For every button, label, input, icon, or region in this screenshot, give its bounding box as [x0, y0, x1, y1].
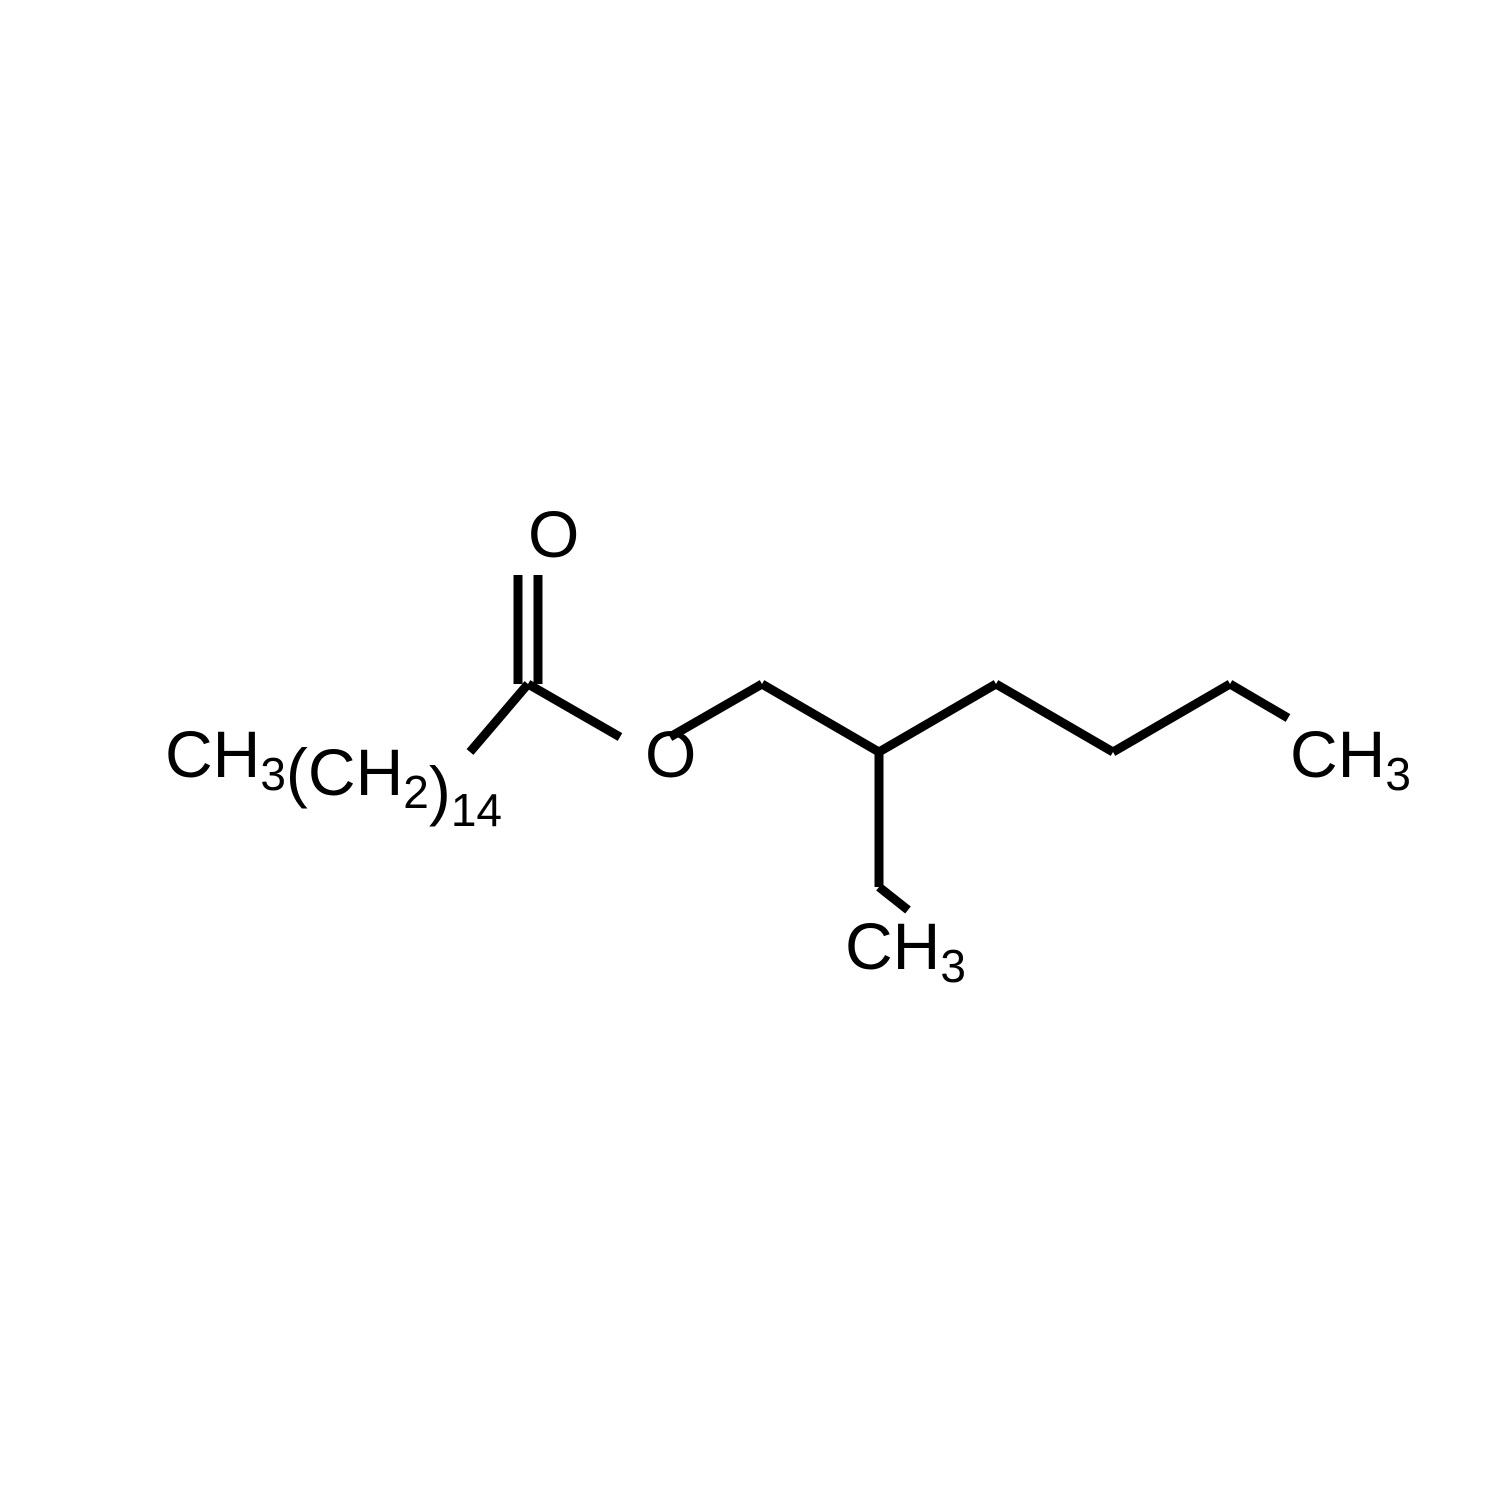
- chemical-structure: CH3(CH2)14 O O CH3 CH3: [0, 0, 1500, 1500]
- bond: [470, 684, 528, 752]
- bond: [879, 887, 908, 910]
- atom-label: O: [528, 497, 579, 571]
- bond: [1113, 684, 1230, 752]
- bond: [762, 684, 879, 752]
- bond: [528, 684, 620, 737]
- bond: [1230, 684, 1288, 718]
- atom-label: O: [645, 717, 696, 791]
- atom-label: CH3: [1290, 717, 1411, 800]
- bond: [879, 684, 996, 752]
- atom-label: CH3(CH2)14: [165, 717, 502, 836]
- bond: [996, 684, 1113, 752]
- atom-label: CH3: [845, 909, 966, 992]
